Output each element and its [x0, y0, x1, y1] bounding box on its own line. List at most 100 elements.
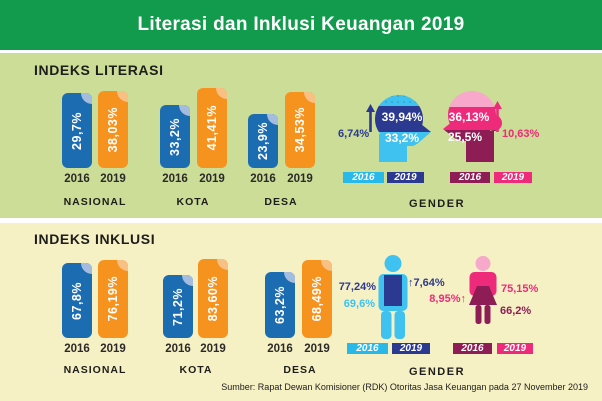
- female-delta: 8,95%↑: [424, 293, 466, 305]
- gender-label: GENDER: [408, 366, 466, 378]
- group-label-desa: DESA: [283, 364, 317, 376]
- page-curl-icon: [267, 114, 278, 125]
- bar-inklusi-nasional-2019: 76,19%: [98, 260, 128, 338]
- male-2016-value: 69,6%: [343, 298, 375, 310]
- group-label-kota: KOTA: [179, 364, 213, 376]
- male-delta: ↑7,64%: [408, 277, 445, 289]
- female-figure-icon: [469, 256, 497, 324]
- page-curl-icon: [284, 272, 295, 283]
- bar-value: 76,19%: [106, 276, 120, 322]
- source-note: Sumber: Rapat Dewan Komisioner (RDK) Oto…: [221, 382, 588, 392]
- page-curl-icon: [81, 263, 92, 274]
- female-delta-value: 10,63%: [502, 128, 540, 140]
- literasi-heading: INDEKS LITERASI: [34, 62, 164, 78]
- page-curl-icon: [117, 91, 128, 102]
- legend-year: 2019: [503, 343, 527, 354]
- legend-chip-male-2019: 2019: [392, 343, 430, 354]
- bar-value: 63,2%: [273, 286, 287, 324]
- year-label: 2019: [100, 343, 126, 355]
- group-label-nasional: NASIONAL: [63, 196, 127, 208]
- year-label: 2019: [199, 173, 225, 185]
- page-curl-icon: [321, 260, 332, 271]
- bar-literasi-desa-2016: 23,9%: [248, 114, 278, 168]
- arrow-up-icon: ↑: [408, 277, 414, 289]
- year-label: 2019: [200, 343, 226, 355]
- bar-literasi-kota-2016: 33,2%: [160, 105, 190, 168]
- legend-year: 2016: [458, 172, 482, 183]
- legend-chip-female-2019: 2019: [494, 172, 532, 183]
- legend-chip-male-2016: 2016: [343, 172, 384, 183]
- page-curl-icon: [179, 105, 190, 116]
- increase-arrow-icon: [493, 101, 502, 132]
- bar-value: 71,2%: [171, 287, 185, 326]
- male-figure-icon: [378, 255, 408, 339]
- year-label: 2016: [267, 343, 293, 355]
- bar-value: 29,7%: [70, 111, 84, 150]
- female-delta-value: 8,95%: [429, 293, 461, 305]
- legend-year: 2019: [501, 172, 525, 183]
- year-label: 2016: [165, 343, 191, 355]
- legend-chip-female-2019: 2019: [497, 343, 533, 354]
- bar-inklusi-desa-2019: 68,49%: [302, 260, 332, 338]
- page-curl-icon: [217, 259, 228, 270]
- bar-inklusi-kota-2016: 71,2%: [163, 275, 193, 338]
- bar-value: 83,60%: [206, 275, 220, 322]
- male-2019-value: 77,24%: [338, 281, 376, 293]
- bar-inklusi-desa-2016: 63,2%: [265, 272, 295, 338]
- bar-literasi-desa-2019: 34,53%: [285, 92, 315, 168]
- male-2016-value: 33,2%: [384, 131, 420, 145]
- page-curl-icon: [216, 88, 227, 99]
- bar-inklusi-kota-2019: 83,60%: [198, 259, 228, 338]
- legend-chip-female-2016: 2016: [453, 343, 492, 354]
- female-2016-value: 66,2%: [500, 305, 532, 317]
- group-label-nasional: NASIONAL: [63, 364, 127, 376]
- male-2019-value: 39,94%: [381, 110, 423, 124]
- bar-literasi-nasional-2019: 38,03%: [98, 91, 128, 168]
- legend-year: 2016: [461, 343, 484, 354]
- year-label: 2016: [250, 173, 276, 185]
- legend-chip-male-2016: 2016: [347, 343, 388, 354]
- arrow-up-icon: ↑: [460, 293, 467, 305]
- bar-value: 23,9%: [256, 122, 270, 160]
- bar-value: 33,2%: [168, 117, 182, 156]
- female-2019-value: 36,13%: [448, 110, 490, 124]
- year-label: 2016: [64, 173, 90, 185]
- page-curl-icon: [81, 93, 92, 104]
- page-curl-icon: [182, 275, 193, 286]
- bar-literasi-nasional-2016: 29,7%: [62, 93, 92, 168]
- group-label-kota: KOTA: [176, 196, 210, 208]
- legend-year: 2016: [356, 343, 379, 354]
- legend-year: 2019: [394, 172, 417, 183]
- page-curl-icon: [304, 92, 315, 103]
- gender-label: GENDER: [408, 198, 466, 210]
- header-banner: Literasi dan Inklusi Keuangan 2019: [0, 0, 602, 50]
- bar-value: 41,41%: [205, 105, 219, 151]
- inklusi-heading: INDEKS INKLUSI: [34, 231, 156, 247]
- bar-value: 34,53%: [293, 107, 307, 153]
- legend-year: 2016: [352, 172, 375, 183]
- page-curl-icon: [117, 260, 128, 271]
- year-label: 2019: [100, 173, 126, 185]
- legend-chip-female-2016: 2016: [450, 172, 490, 183]
- year-label: 2016: [64, 343, 90, 355]
- male-delta-value: 6,74%: [338, 128, 370, 140]
- bar-value: 38,03%: [106, 106, 120, 153]
- year-label: 2019: [304, 343, 330, 355]
- year-label: 2016: [162, 173, 188, 185]
- bar-inklusi-nasional-2016: 67,8%: [62, 263, 92, 338]
- page-title: Literasi dan Inklusi Keuangan 2019: [137, 14, 465, 35]
- legend-chip-male-2019: 2019: [387, 172, 424, 183]
- bar-literasi-kota-2019: 41,41%: [197, 88, 227, 168]
- female-2019-value: 75,15%: [501, 283, 539, 295]
- female-2016-value: 25,5%: [447, 130, 483, 144]
- male-delta-value: 7,64%: [413, 277, 445, 289]
- bar-value: 67,8%: [70, 281, 84, 320]
- year-label: 2019: [287, 173, 313, 185]
- group-label-desa: DESA: [264, 196, 298, 208]
- bar-value: 68,49%: [310, 276, 324, 322]
- legend-year: 2019: [399, 343, 423, 354]
- male-head-icon: [375, 95, 431, 162]
- increase-arrow-icon: [366, 104, 375, 132]
- female-head-icon: [443, 91, 502, 162]
